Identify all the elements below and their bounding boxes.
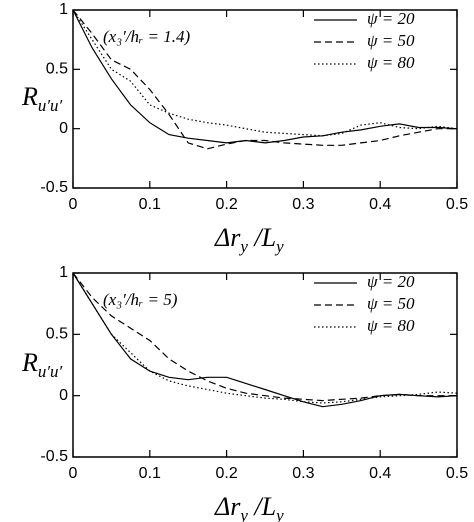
- legend-label: ψ = 80: [367, 53, 415, 72]
- y-axis-label: Ru′u′: [21, 82, 62, 115]
- x-axis-label-sub: y: [274, 506, 284, 522]
- legend-label: ψ = 20: [367, 9, 415, 28]
- x-axis-label-sub: y: [238, 506, 248, 522]
- x-axis-label: Δry /Ly: [214, 492, 284, 522]
- x-tick-label: 0.3: [292, 196, 314, 213]
- x-axis-label: Δry /Ly: [214, 223, 284, 256]
- y-tick-label: 1: [59, 264, 68, 281]
- legend-label: ψ = 50: [367, 294, 415, 313]
- data-line: [72, 272, 457, 402]
- data-line: [72, 272, 458, 404]
- x-tick-label: 0: [69, 465, 78, 482]
- y-tick-label: 0.5: [46, 61, 68, 78]
- data-line: [72, 9, 458, 137]
- x-axis-label-part: Δr: [214, 492, 241, 521]
- legend-label: ψ = 80: [367, 316, 415, 335]
- annotation: (x₃′/hᵣ = 5): [103, 290, 178, 309]
- y-axis-label-sub: u′u′: [38, 362, 63, 381]
- x-axis-label-part: /L: [248, 492, 276, 521]
- y-axis-label-part: R: [21, 348, 38, 377]
- x-tick-label: 0.5: [446, 196, 468, 213]
- x-tick-label: 0.2: [215, 465, 237, 482]
- data-line: [72, 9, 458, 144]
- y-tick-label: -0.5: [40, 448, 68, 465]
- plot-frame: [72, 272, 458, 458]
- y-axis-label-part: R: [21, 82, 38, 111]
- x-tick-label: 0: [69, 196, 78, 213]
- y-tick-label: 1: [59, 1, 68, 18]
- x-axis-label-part: Δr: [214, 223, 241, 252]
- x-tick-label: 0.1: [139, 196, 161, 213]
- plot-frame: [72, 9, 458, 189]
- x-tick-label: 0.2: [215, 196, 237, 213]
- y-axis-label-sub: u′u′: [38, 96, 63, 115]
- x-tick-label: 0.4: [369, 465, 391, 482]
- data-line: [72, 272, 458, 408]
- x-axis-label-sub: y: [238, 237, 248, 256]
- legend-label: ψ = 50: [367, 31, 415, 50]
- x-tick-label: 0.3: [292, 465, 314, 482]
- x-tick-label: 0.1: [139, 465, 161, 482]
- x-axis-label-sub: y: [274, 237, 284, 256]
- y-tick-label: 0: [59, 387, 68, 404]
- annotation: (x₃′/hᵣ = 1.4): [103, 27, 190, 46]
- y-axis-label: Ru′u′: [21, 348, 62, 381]
- y-tick-label: 0.5: [46, 326, 68, 343]
- x-tick-label: 0.5: [446, 465, 468, 482]
- data-line: [72, 9, 457, 150]
- x-axis-label-part: /L: [248, 223, 276, 252]
- y-tick-label: 0: [59, 120, 68, 137]
- x-tick-label: 0.4: [369, 196, 391, 213]
- legend-label: ψ = 20: [367, 272, 415, 291]
- y-tick-label: -0.5: [40, 179, 68, 196]
